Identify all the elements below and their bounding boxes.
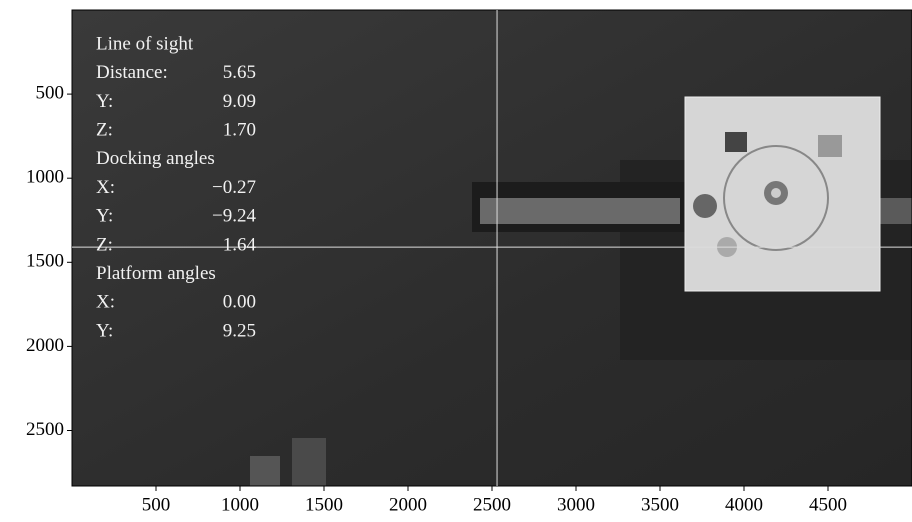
annotation-label: Y: (96, 91, 113, 112)
y-tick-label: 1500 (26, 251, 64, 272)
annotation-label: Y: (96, 320, 113, 341)
annotation-value: 0.00 (223, 292, 256, 313)
annotation-label: X: (96, 292, 115, 313)
annotation-label: Y: (96, 206, 113, 227)
annotation-value: 5.65 (223, 62, 256, 83)
annotation-value: −0.27 (212, 177, 256, 198)
x-tick-label: 3000 (557, 494, 595, 515)
annotation-heading: Platform angles (96, 263, 216, 284)
annotation-value: 9.09 (223, 91, 256, 112)
annotation-label: X: (96, 177, 115, 198)
x-tick-label: 4000 (725, 494, 763, 515)
x-tick-label: 500 (142, 494, 171, 515)
image (72, 10, 912, 486)
x-tick-label: 2000 (389, 494, 427, 515)
y-tick-label: 500 (36, 82, 65, 103)
y-tick-label: 2500 (26, 419, 64, 440)
x-tick-label: 1500 (305, 494, 343, 515)
y-tick-label: 1000 (26, 167, 64, 188)
annotation-value: 9.25 (223, 320, 256, 341)
annotation-label: Distance: (96, 62, 168, 83)
annotation-value: 1.70 (223, 119, 256, 140)
x-tick-label: 1000 (221, 494, 259, 515)
annotation-label: Z: (96, 234, 113, 255)
x-tick-label: 2500 (473, 494, 511, 515)
y-tick-label: 2000 (26, 335, 64, 356)
annotation-value: −9.24 (212, 206, 256, 227)
annotation-label: Z: (96, 119, 113, 140)
x-tick-label: 3500 (641, 494, 679, 515)
annotation-heading: Docking angles (96, 148, 215, 169)
x-tick-label: 4500 (809, 494, 847, 515)
annotation-heading: Line of sight (96, 33, 194, 54)
annotation-value: 1.64 (223, 234, 257, 255)
